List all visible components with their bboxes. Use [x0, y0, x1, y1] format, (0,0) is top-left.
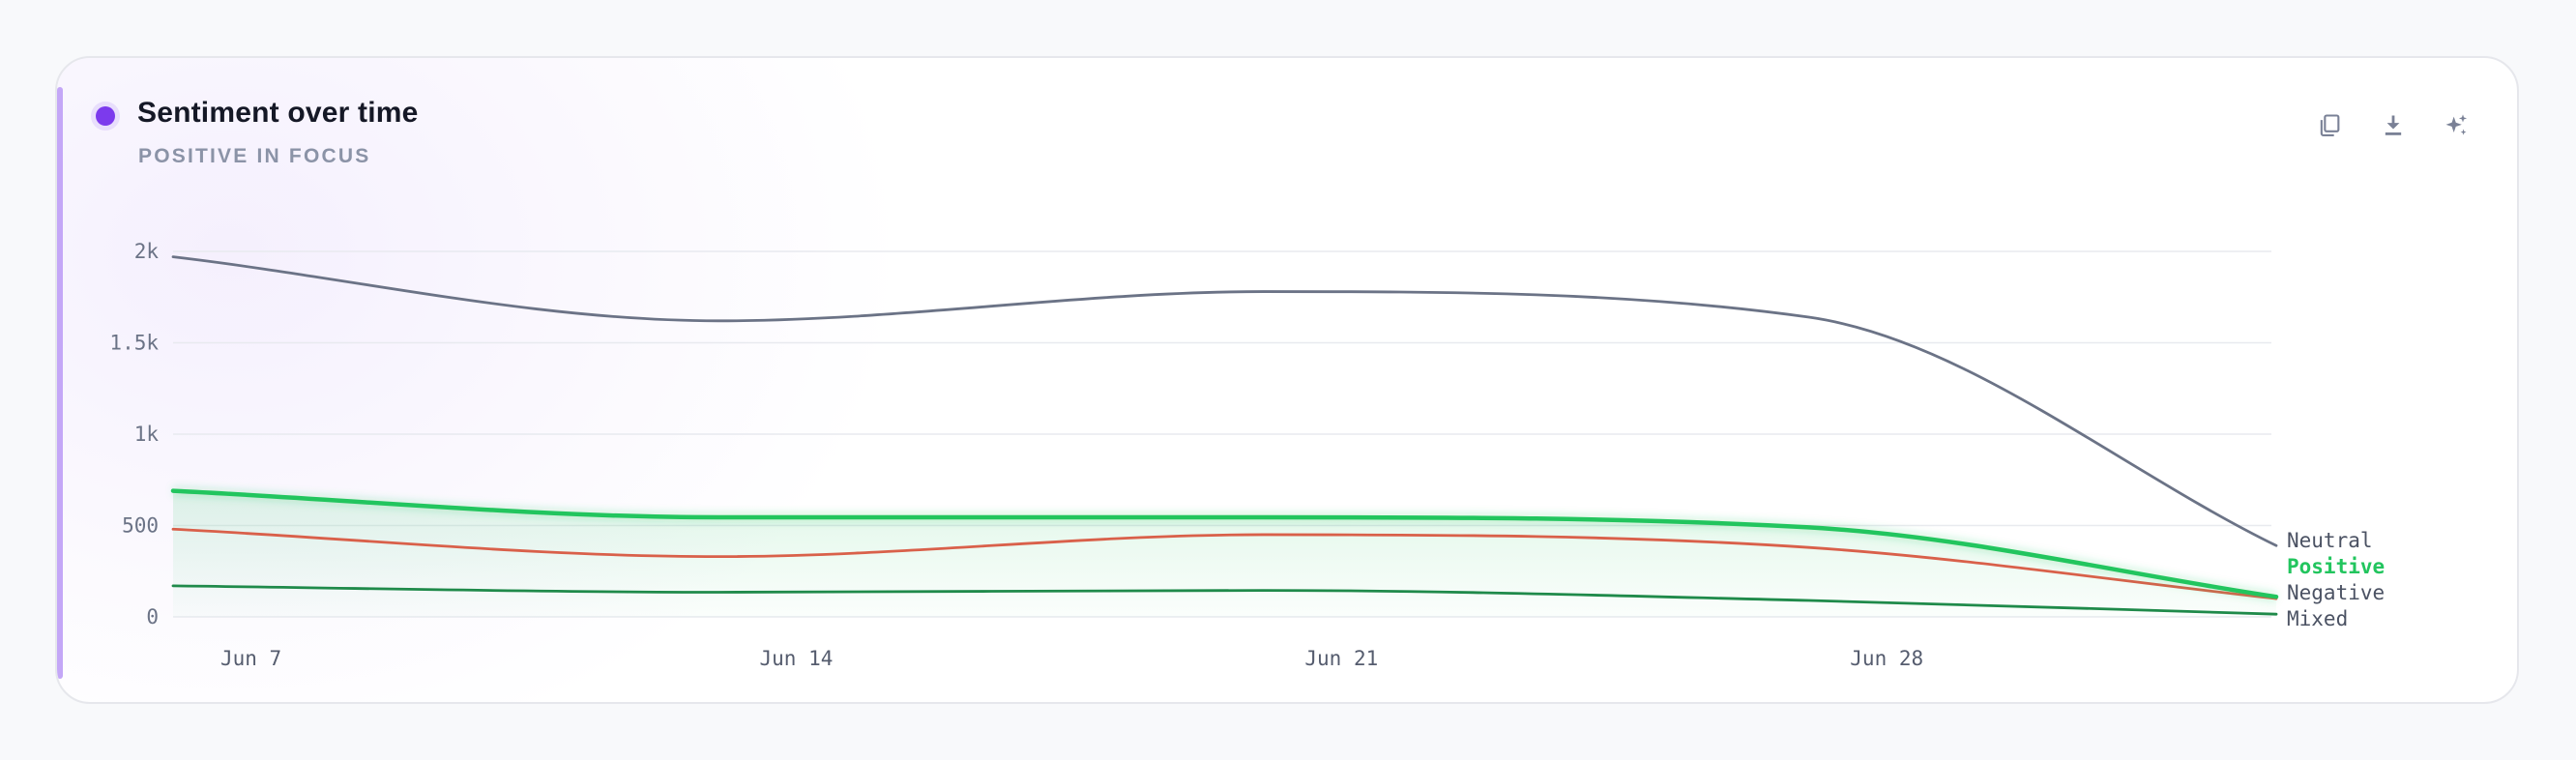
series-label-neutral: Neutral	[2287, 529, 2373, 552]
y-axis: 0 500 1k 1.5k 2k	[109, 240, 159, 628]
series-label-positive: Positive	[2287, 555, 2385, 578]
series-line-neutral[interactable]	[171, 255, 2278, 547]
copy-icon	[2320, 114, 2340, 136]
x-tick-label: Jun 14	[760, 647, 834, 670]
series-labels: Neutral Positive Negative Mixed	[2287, 529, 2385, 630]
accent-bar	[57, 87, 63, 679]
title-dot	[96, 106, 115, 126]
positive-area	[173, 490, 2276, 617]
series-line-positive[interactable]	[170, 488, 2279, 599]
chart-subtitle: POSITIVE IN FOCUS	[138, 145, 371, 167]
focus-area	[173, 490, 2276, 617]
chart-title: Sentiment over time	[137, 97, 419, 129]
x-axis: Jun 7 Jun 14 Jun 21 Jun 28	[220, 647, 1923, 670]
sparkle-icon	[2445, 114, 2468, 135]
copy-button[interactable]	[2310, 106, 2349, 145]
y-tick-label: 1.5k	[109, 332, 159, 355]
y-tick-label: 0	[146, 605, 159, 628]
ai-sparkle-button[interactable]	[2437, 106, 2475, 145]
series-line-negative[interactable]	[171, 527, 2278, 600]
download-button[interactable]	[2374, 106, 2413, 145]
line-chart: 0 500 1k 1.5k 2k Jun 7 Jun 14 Jun 21 Jun 28 Neu…	[109, 240, 2385, 670]
download-icon	[2385, 115, 2402, 135]
x-tick-label: Jun 28	[1850, 647, 1923, 670]
series-lines	[170, 255, 2279, 616]
x-tick-label: Jun 21	[1304, 647, 1378, 670]
y-tick-label: 500	[122, 514, 159, 538]
x-tick-label: Jun 7	[220, 647, 281, 670]
series-line-mixed[interactable]	[171, 584, 2278, 616]
chart-card: Sentiment over time POSITIVE IN FOCUS	[55, 56, 2519, 704]
series-label-negative: Negative	[2287, 581, 2385, 604]
y-tick-label: 2k	[134, 240, 160, 263]
series-label-mixed: Mixed	[2287, 607, 2348, 630]
y-tick-label: 1k	[134, 423, 160, 446]
